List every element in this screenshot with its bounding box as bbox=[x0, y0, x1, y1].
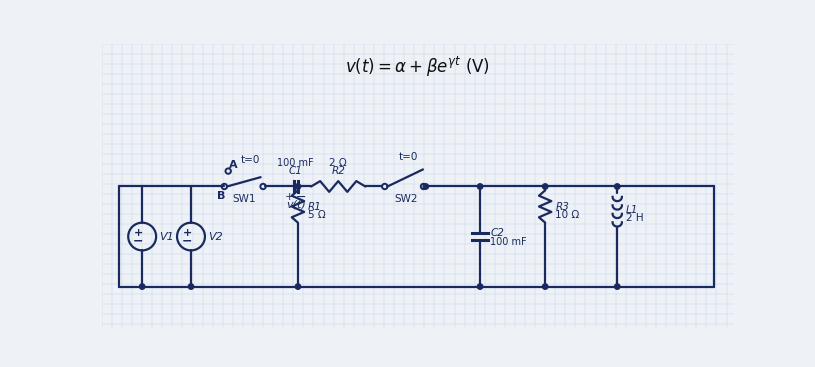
Circle shape bbox=[423, 184, 429, 189]
Text: t=0: t=0 bbox=[399, 152, 418, 162]
Text: −: − bbox=[296, 191, 306, 204]
Circle shape bbox=[478, 184, 482, 189]
Circle shape bbox=[188, 284, 194, 289]
Text: L1: L1 bbox=[626, 204, 638, 215]
Text: R3: R3 bbox=[555, 201, 569, 211]
Text: 2 Ω: 2 Ω bbox=[329, 157, 347, 168]
Text: 100 mF: 100 mF bbox=[277, 157, 314, 168]
Circle shape bbox=[478, 284, 482, 289]
Circle shape bbox=[615, 184, 620, 189]
Text: V2: V2 bbox=[208, 232, 222, 241]
Circle shape bbox=[543, 184, 548, 189]
Text: +: + bbox=[183, 228, 192, 238]
Text: C2: C2 bbox=[490, 228, 504, 238]
Text: +: + bbox=[134, 228, 143, 238]
Text: 5 Ω: 5 Ω bbox=[308, 210, 326, 220]
Text: 10 Ω: 10 Ω bbox=[555, 210, 579, 220]
Text: +: + bbox=[284, 192, 294, 202]
Text: C1: C1 bbox=[289, 166, 302, 176]
Text: $v(t) = \alpha + \beta e^{\gamma t}\ \mathrm{(V)}$: $v(t) = \alpha + \beta e^{\gamma t}\ \ma… bbox=[345, 55, 490, 79]
Circle shape bbox=[295, 284, 301, 289]
Circle shape bbox=[543, 284, 548, 289]
Text: 100 mF: 100 mF bbox=[490, 237, 526, 247]
Text: SW2: SW2 bbox=[394, 194, 417, 204]
Circle shape bbox=[139, 284, 145, 289]
Circle shape bbox=[615, 284, 620, 289]
Text: R1: R1 bbox=[308, 201, 322, 211]
Text: 2 H: 2 H bbox=[626, 213, 643, 223]
Text: −: − bbox=[133, 235, 143, 248]
Text: −: − bbox=[182, 235, 192, 248]
Text: SW1: SW1 bbox=[232, 194, 255, 204]
Text: A: A bbox=[229, 160, 238, 170]
Text: R2: R2 bbox=[332, 166, 346, 176]
Circle shape bbox=[295, 184, 301, 189]
Text: t=0: t=0 bbox=[240, 155, 260, 164]
Text: B: B bbox=[217, 191, 226, 201]
Text: v(t): v(t) bbox=[286, 200, 306, 210]
Text: V1: V1 bbox=[159, 232, 174, 241]
